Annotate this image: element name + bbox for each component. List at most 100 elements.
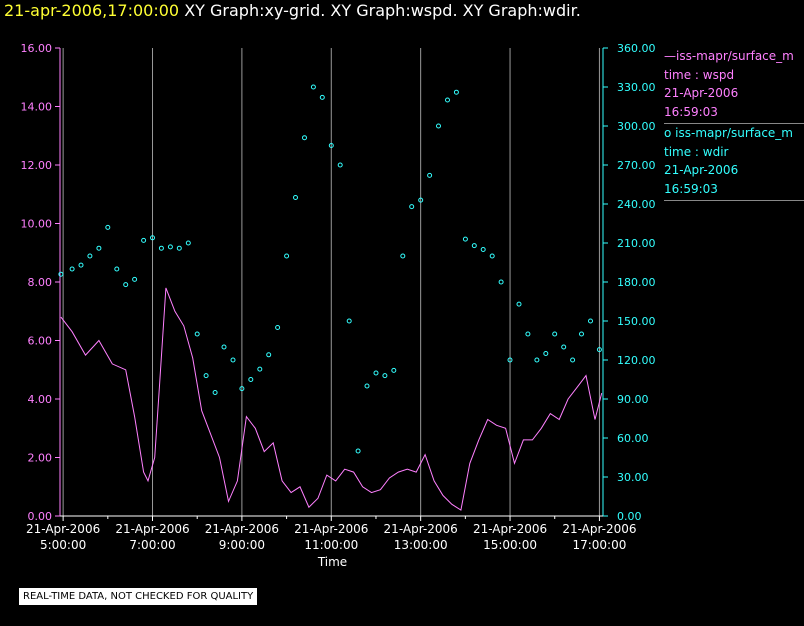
wdir-point (78, 262, 84, 268)
wdir-series-layer (58, 84, 602, 454)
wdir-point (302, 135, 307, 141)
legend-wdir-var: time : wdir (664, 144, 729, 159)
wdir-point (266, 352, 272, 358)
wdir-point (141, 237, 147, 243)
wdir-point (382, 373, 388, 379)
wdir-point (543, 351, 549, 356)
wdir-point (158, 245, 164, 251)
chart-axes (55, 47, 608, 521)
wdir-point (579, 331, 584, 337)
left-tick-label: 16.00 (21, 42, 53, 55)
right-tick-label: 60.00 (617, 432, 649, 445)
wdir-point (230, 357, 236, 363)
legend-divider-bottom (664, 200, 804, 201)
x-tick-label-time: 15:00:00 (483, 538, 537, 552)
legend-wdir-time: 16:59:03 (664, 181, 718, 196)
wdir-point (221, 344, 227, 350)
legend-wspd-time: 16:59:03 (664, 104, 718, 119)
left-tick-label: 4.00 (28, 393, 53, 406)
wdir-point (355, 448, 361, 454)
wdir-point (176, 245, 182, 251)
legend-wdir-date: 21-Apr-2006 (664, 163, 739, 177)
x-tick-label-date: 21-Apr-2006 (562, 522, 636, 536)
title-timestamp: 21-apr-2006,17:00:00 (4, 1, 180, 20)
x-tick-label-time: 11:00:00 (304, 538, 358, 552)
wdir-point (194, 331, 200, 337)
title-graphs: XY Graph:xy-grid. XY Graph:wspd. XY Grap… (184, 1, 581, 20)
wdir-point (203, 373, 209, 379)
x-tick-label-time: 9:00:00 (219, 538, 265, 552)
wdir-point (391, 367, 397, 373)
x-tick-label-date: 21-Apr-2006 (294, 522, 368, 536)
wdir-point (310, 84, 316, 90)
wdir-point (516, 301, 522, 307)
wdir-point (275, 325, 281, 330)
wdir-point (400, 253, 406, 259)
x-tick-label-date: 21-Apr-2006 (26, 522, 100, 536)
wdir-point (409, 204, 415, 210)
wdir-point (471, 243, 477, 249)
grid-lines (62, 48, 600, 516)
wdir-point (489, 253, 495, 259)
x-tick-label-time: 7:00:00 (129, 538, 175, 552)
wdir-point (498, 279, 504, 285)
x-tick-label-date: 21-Apr-2006 (115, 522, 189, 536)
left-tick-label: 2.00 (28, 452, 53, 465)
right-tick-label: 30.00 (617, 471, 649, 484)
wdir-point (445, 97, 450, 103)
right-tick-label: 330.00 (617, 81, 656, 94)
legend-wspd-name: —iss-mapr/surface_m (664, 49, 794, 63)
right-tick-label: 300.00 (617, 120, 656, 133)
wdir-point (257, 366, 263, 372)
wdir-point (150, 235, 155, 241)
right-tick-label: 0.00 (617, 510, 642, 523)
right-tick-label: 120.00 (617, 354, 656, 367)
legend-wspd-var: time : wspd (664, 67, 735, 82)
x-tick-label-date: 21-Apr-2006 (384, 522, 458, 536)
wdir-point (552, 331, 558, 337)
wdir-point (96, 245, 102, 251)
left-tick-label: 0.00 (28, 510, 53, 523)
wdir-point (328, 143, 334, 148)
wdir-point (525, 331, 531, 337)
wdir-point (507, 357, 513, 363)
wdir-point (114, 266, 120, 272)
legend-divider (664, 123, 804, 124)
wdir-point (58, 271, 64, 277)
right-tick-label: 150.00 (617, 315, 656, 328)
x-tick-label-date: 21-Apr-2006 (473, 522, 547, 536)
legend-wdir-name: o iss-mapr/surface_m (664, 126, 793, 140)
x-tick-label-time: 13:00:00 (394, 538, 448, 552)
wdir-point (87, 253, 93, 259)
left-tick-label: 6.00 (28, 335, 53, 348)
wdir-point (212, 390, 218, 395)
left-tick-label: 14.00 (21, 101, 53, 114)
left-tick-label: 8.00 (28, 276, 53, 289)
wdir-point (373, 370, 379, 376)
wdir-point (534, 357, 540, 363)
wdir-point (337, 162, 343, 168)
wdir-point (105, 224, 111, 230)
wdir-point (588, 318, 593, 324)
x-tick-label-time: 17:00:00 (572, 538, 626, 552)
wdir-point (418, 197, 424, 203)
quality-note: REAL-TIME DATA, NOT CHECKED FOR QUALITY (19, 588, 258, 605)
wdir-point (167, 244, 173, 250)
wdir-point (364, 383, 370, 389)
right-tick-label: 210.00 (617, 237, 656, 250)
wdir-point (596, 347, 602, 353)
wspd-line (60, 287, 603, 511)
wdir-point (462, 236, 468, 242)
wspd-series-layer (60, 287, 603, 511)
wdir-point (248, 377, 254, 382)
right-tick-label: 90.00 (617, 393, 649, 406)
x-tick-label-date: 21-Apr-2006 (205, 522, 279, 536)
wdir-point (239, 386, 245, 392)
wdir-point (185, 240, 191, 246)
wdir-point (427, 172, 433, 178)
wdir-point (123, 282, 129, 288)
x-axis-title: Time (317, 555, 347, 569)
legend: —iss-mapr/surface_m time : wspd 21-Apr-2… (664, 47, 804, 201)
wdir-point (284, 253, 290, 259)
